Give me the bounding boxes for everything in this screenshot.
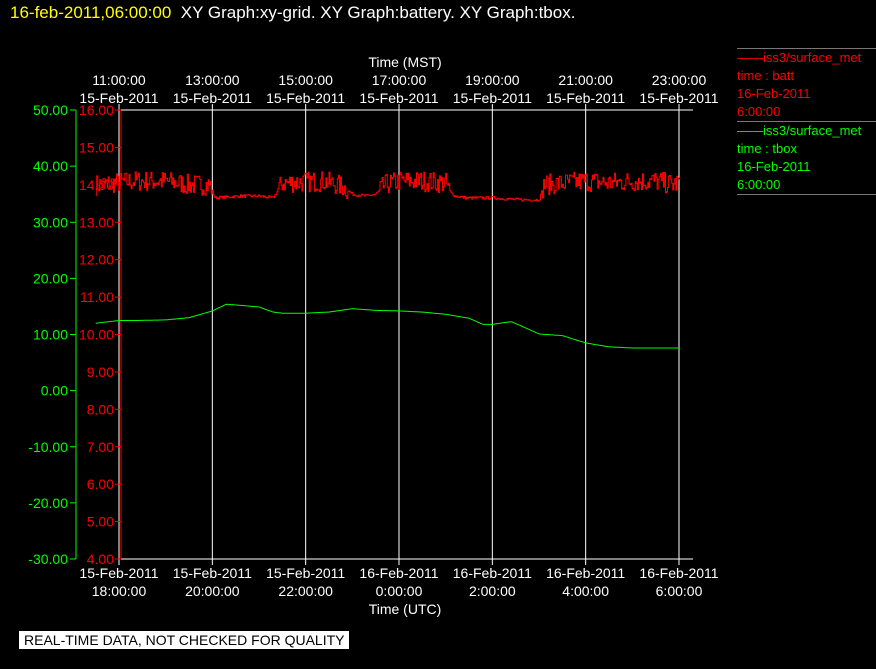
- legend-tbox-date: 16-Feb-2011: [737, 159, 811, 174]
- bottom-tick-time-4: 2:00:00: [469, 583, 516, 599]
- header-titles: XY Graph:xy-grid. XY Graph:battery. XY G…: [180, 3, 576, 22]
- top-tick-date-3: 15-Feb-2011: [359, 90, 438, 106]
- batt-tick-label-4: 12.00: [79, 252, 114, 268]
- legend-tbox: ——iss3/surface_met time : tbox 16-Feb-20…: [737, 121, 876, 195]
- bottom-tick-date-5: 16-Feb-2011: [546, 565, 625, 581]
- batt-tick-label-5: 11.00: [80, 289, 114, 305]
- bottom-tick-date-1: 15-Feb-2011: [173, 565, 252, 581]
- batt-tick-label-0: 16.00: [79, 102, 114, 118]
- bottom-tick-date-3: 16-Feb-2011: [359, 565, 438, 581]
- bottom-tick-time-2: 22:00:00: [278, 583, 333, 599]
- top-tick-date-5: 15-Feb-2011: [546, 90, 625, 106]
- legend-batt-source: ——iss3/surface_met: [737, 50, 862, 65]
- batt-tick-label-9: 7.00: [87, 439, 114, 455]
- header-timestamp: 16-feb-2011,06:00:00: [10, 3, 172, 22]
- top-tick-time-2: 15:00:00: [278, 72, 333, 88]
- top-tick-time-3: 17:00:00: [372, 72, 427, 88]
- top-tick-time-4: 19:00:00: [465, 72, 520, 88]
- bottom-tick-date-2: 15-Feb-2011: [266, 565, 345, 581]
- top-tick-time-5: 21:00:00: [558, 72, 613, 88]
- tbox-tick-label-6: -10.00: [28, 439, 68, 455]
- bottom-tick-time-1: 20:00:00: [185, 583, 240, 599]
- legend-batt: ——iss3/surface_met time : batt 16-Feb-20…: [737, 48, 876, 121]
- top-tick-date-1: 15-Feb-2011: [173, 90, 252, 106]
- batt-tick-label-12: 4.00: [87, 551, 114, 567]
- top-tick-time-1: 13:00:00: [185, 72, 240, 88]
- bottom-tick-date-4: 16-Feb-2011: [453, 565, 532, 581]
- series-tbox-line: [95, 303, 679, 349]
- bottom-tick-date-0: 15-Feb-2011: [79, 565, 158, 581]
- top-tick-time-0: 11:00:00: [92, 72, 146, 88]
- bottom-tick-time-6: 6:00:00: [656, 583, 703, 599]
- tbox-tick-label-0: 50.00: [33, 102, 68, 118]
- quality-notice: REAL-TIME DATA, NOT CHECKED FOR QUALITY: [19, 631, 350, 649]
- x-axis-title-top: Time (MST): [368, 54, 441, 70]
- batt-tick-label-10: 6.00: [87, 476, 114, 492]
- batt-tick-label-8: 8.00: [87, 401, 114, 417]
- tbox-tick-label-5: 0.00: [41, 383, 68, 399]
- legend-tbox-var: time : tbox: [737, 141, 797, 156]
- legend-separator: [737, 48, 876, 49]
- tbox-tick-label-2: 30.00: [33, 214, 68, 230]
- bottom-tick-time-3: 0:00:00: [376, 583, 423, 599]
- bottom-tick-time-0: 18:00:00: [92, 583, 147, 599]
- x-axis-title-bottom: Time (UTC): [369, 601, 442, 617]
- legend-batt-time: 6:00:00: [737, 104, 781, 119]
- series-batt-line: [95, 171, 680, 202]
- tbox-tick-label-3: 20.00: [33, 270, 68, 286]
- top-tick-date-2: 15-Feb-2011: [266, 90, 345, 106]
- legend-separator: [737, 194, 876, 195]
- legend-tbox-time: 6:00:00: [737, 177, 781, 192]
- batt-tick-label-6: 10.00: [79, 327, 114, 343]
- tbox-tick-label-8: -30.00: [28, 551, 68, 567]
- bottom-tick-time-5: 4:00:00: [562, 583, 609, 599]
- bottom-tick-date-6: 16-Feb-2011: [639, 565, 718, 581]
- batt-tick-label-1: 15.00: [79, 139, 114, 155]
- legend-separator: [737, 121, 876, 122]
- chart-header: 16-feb-2011,06:00:00 XY Graph:xy-grid. X…: [10, 3, 575, 23]
- batt-tick-label-11: 5.00: [87, 514, 114, 530]
- tbox-tick-label-1: 40.00: [33, 158, 68, 174]
- legend-tbox-source: ——iss3/surface_met: [737, 123, 862, 138]
- top-tick-time-6: 23:00:00: [652, 72, 707, 88]
- batt-tick-label-3: 13.00: [79, 214, 114, 230]
- tbox-tick-label-4: 10.00: [33, 327, 68, 343]
- batt-tick-label-7: 9.00: [87, 364, 114, 380]
- legend-batt-date: 16-Feb-2011: [737, 86, 811, 101]
- top-tick-date-0: 15-Feb-2011: [79, 90, 158, 106]
- legend-batt-var: time : batt: [737, 68, 795, 83]
- top-tick-date-6: 15-Feb-2011: [639, 90, 718, 106]
- tbox-tick-label-7: -20.00: [28, 495, 68, 511]
- top-tick-date-4: 15-Feb-2011: [453, 90, 532, 106]
